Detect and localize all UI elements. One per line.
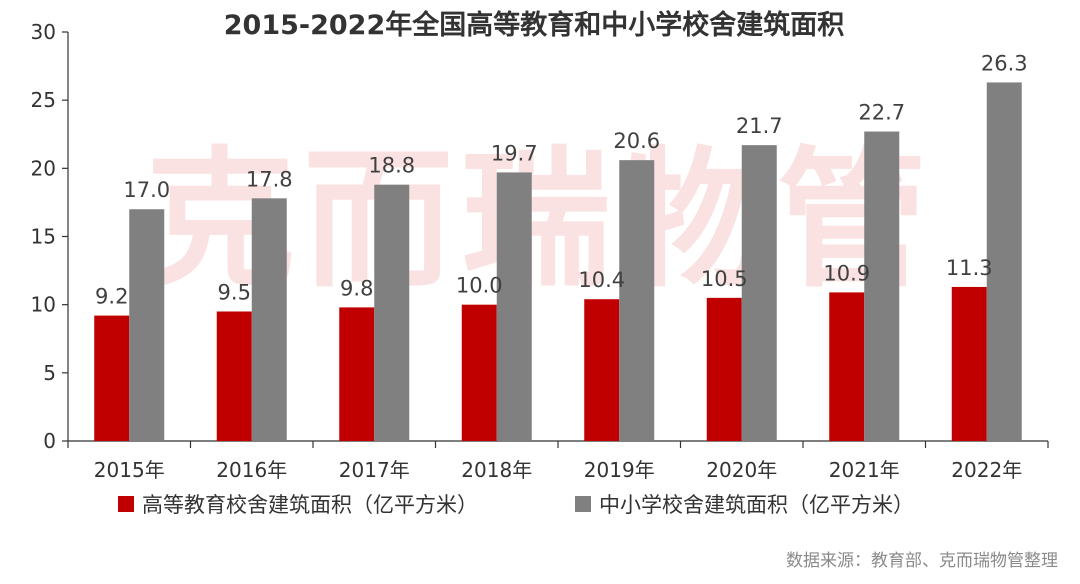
bar [951, 286, 987, 441]
y-tick-label: 20 [31, 156, 56, 180]
chart-title: 2015-2022年全国高等教育和中小学校舍建筑面积 [224, 9, 845, 41]
data-labels: 9.2 9.5 9.8 10.0 10.4 10.5 10.9 11.3 17.0 17.8 18.… [95, 51, 1028, 308]
bar [251, 198, 287, 441]
y-tick-label: 25 [31, 88, 56, 112]
bars [94, 82, 1022, 442]
data-label: 17.0 [123, 178, 170, 202]
x-tick-label: 2017年 [339, 458, 410, 482]
x-tick-label: 2021年 [829, 458, 900, 482]
x-tick-label: 2018年 [461, 458, 532, 482]
y-tick-label: 15 [31, 225, 56, 249]
x-axis: 2015年 2016年 2017年 2018年 2019年 2020年 2021年 2022年 [67, 440, 1049, 482]
data-label: 18.8 [368, 154, 415, 178]
bar [216, 311, 252, 441]
bar [864, 131, 900, 442]
legend-label: 高等教育校舍建筑面积（亿平方米） [142, 493, 478, 517]
data-label: 21.7 [736, 114, 783, 138]
x-tick-label: 2020年 [706, 458, 777, 482]
bar [129, 209, 165, 441]
y-axis: 0 5 10 15 20 25 30 [31, 20, 69, 453]
data-label: 11.3 [946, 256, 993, 280]
bar [584, 299, 620, 441]
bar [496, 172, 532, 441]
data-label: 9.8 [340, 276, 373, 300]
data-label: 20.6 [613, 129, 660, 153]
legend-label: 中小学校舍建筑面积（亿平方米） [599, 493, 914, 517]
y-tick-label: 5 [43, 361, 56, 385]
bar [619, 160, 655, 442]
legend-swatch [118, 496, 134, 512]
bar [461, 304, 497, 441]
data-label: 10.0 [456, 274, 503, 298]
bar [986, 82, 1022, 442]
y-tick-label: 10 [31, 293, 56, 317]
source-note: 数据来源：教育部、克而瑞物管整理 [786, 551, 1058, 571]
bar [94, 315, 130, 441]
bar [829, 292, 865, 441]
data-label: 22.7 [858, 101, 905, 125]
legend-swatch [575, 496, 591, 512]
x-tick-label: 2016年 [216, 458, 287, 482]
data-label: 10.9 [823, 261, 870, 285]
bar [339, 307, 375, 441]
data-label: 26.3 [981, 51, 1028, 75]
bar [374, 184, 410, 441]
x-tick-label: 2019年 [584, 458, 655, 482]
data-label: 10.5 [701, 267, 748, 291]
x-tick-label: 2022年 [951, 458, 1022, 482]
legend: 高等教育校舍建筑面积（亿平方米） 中小学校舍建筑面积（亿平方米） [118, 493, 914, 517]
data-label: 9.5 [218, 280, 251, 304]
x-tick-label: 2015年 [94, 458, 165, 482]
data-label: 9.2 [95, 285, 128, 309]
data-label: 17.8 [246, 167, 293, 191]
data-label: 19.7 [491, 141, 538, 165]
data-label: 10.4 [578, 268, 625, 292]
bar [706, 297, 742, 441]
y-tick-label: 0 [43, 429, 56, 453]
y-tick-label: 30 [31, 20, 56, 44]
bar [741, 145, 777, 441]
